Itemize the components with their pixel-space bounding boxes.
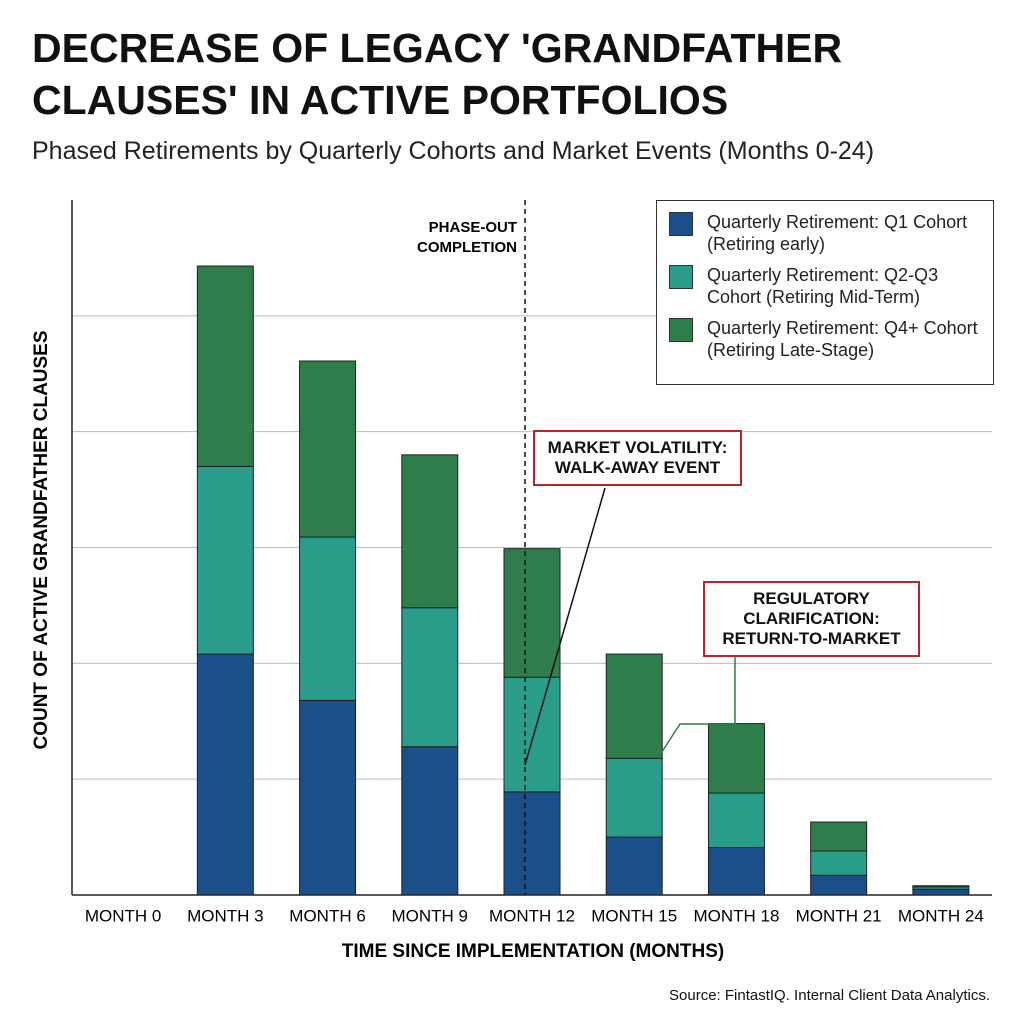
bar-segment <box>196 653 254 896</box>
x-tick-label: MONTH 0 <box>85 906 162 925</box>
bar-segment <box>810 874 868 896</box>
bar-segment <box>810 821 868 852</box>
x-tick-label: MONTH 3 <box>187 906 264 925</box>
annotation: MARKET VOLATILITY: WALK-AWAY EVENT <box>533 430 742 486</box>
annotation: PHASE-OUT COMPLETION <box>417 219 517 256</box>
x-axis-title: TIME SINCE IMPLEMENTATION (MONTHS) <box>342 941 724 962</box>
bar-segment <box>299 699 357 896</box>
bar-segment <box>299 360 357 538</box>
bar-segment <box>299 536 357 701</box>
x-tick-label: MONTH 15 <box>591 906 677 925</box>
callout-line <box>657 656 736 759</box>
x-tick-label: MONTH 24 <box>898 906 984 925</box>
legend-label: Quarterly Retirement: Q2-Q3 Cohort (Reti… <box>707 265 939 307</box>
legend-item: Quarterly Retirement: Q4+ Cohort (Retiri… <box>669 317 981 361</box>
bar-segment <box>401 454 459 609</box>
bar-segment <box>912 885 970 888</box>
bar-segment <box>605 653 663 759</box>
x-tick-label: MONTH 9 <box>392 906 469 925</box>
bar-segment <box>503 548 561 678</box>
bar-segment <box>503 791 561 896</box>
legend-swatch <box>669 212 693 236</box>
x-tick-label: MONTH 6 <box>289 906 366 925</box>
bar-segment <box>707 847 765 896</box>
legend: Quarterly Retirement: Q1 Cohort (Retirin… <box>656 200 994 385</box>
legend-label: Quarterly Retirement: Q4+ Cohort (Retiri… <box>707 318 978 360</box>
bar-segment <box>196 465 254 655</box>
y-axis-title: COUNT OF ACTIVE GRANDFATHER CLAUSES <box>31 330 52 749</box>
legend-label: Quarterly Retirement: Q1 Cohort (Retirin… <box>707 212 968 254</box>
legend-swatch <box>669 265 693 289</box>
bar-segment <box>401 607 459 748</box>
bar-segment <box>605 836 663 896</box>
bar-segment <box>503 676 561 793</box>
chart-title: DECREASE OF LEGACY 'GRANDFATHER CLAUSES'… <box>32 25 843 123</box>
legend-item: Quarterly Retirement: Q2-Q3 Cohort (Reti… <box>669 264 981 308</box>
bar-segment <box>810 850 868 876</box>
bar-segment <box>707 723 765 794</box>
legend-swatch <box>669 318 693 342</box>
bar-segment <box>196 265 254 467</box>
x-tick-label: MONTH 12 <box>489 906 575 925</box>
x-tick-label: MONTH 18 <box>693 906 779 925</box>
bar-segment <box>707 792 765 849</box>
bar-segment <box>401 746 459 896</box>
chart-subtitle: Phased Retirements by Quarterly Cohorts … <box>32 137 875 165</box>
x-tick-label: MONTH 21 <box>796 906 882 925</box>
legend-item: Quarterly Retirement: Q1 Cohort (Retirin… <box>669 211 981 255</box>
bar-segment <box>912 888 970 896</box>
bar-segment <box>605 757 663 838</box>
annotation: REGULATORY CLARIFICATION: RETURN-TO-MARK… <box>703 581 920 657</box>
source-note: Source: FintastIQ. Internal Client Data … <box>669 987 990 1004</box>
callout-line <box>524 487 606 766</box>
